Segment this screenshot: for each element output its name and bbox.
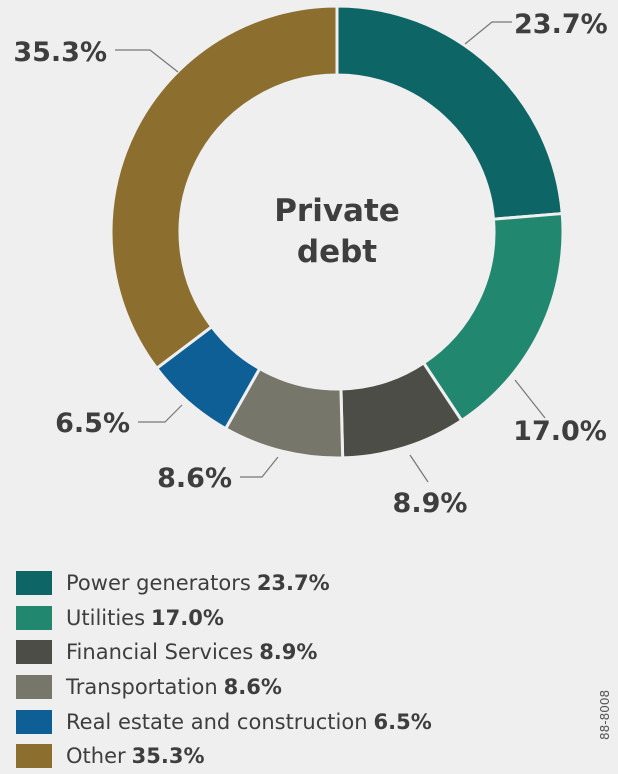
slice-value-label: 35.3% bbox=[13, 37, 107, 68]
slice-value-label: 6.5% bbox=[55, 408, 130, 439]
slice-value-label: 17.0% bbox=[513, 416, 607, 447]
legend-value: 35.3% bbox=[131, 744, 205, 769]
document-code: 88-8008 bbox=[598, 689, 612, 740]
legend-item: Financial Services 8.9% bbox=[16, 635, 432, 670]
legend-swatch bbox=[16, 744, 52, 769]
chart-legend: Power generators 23.7% Utilities 17.0% Finan… bbox=[16, 566, 432, 774]
legend-swatch bbox=[16, 571, 52, 596]
legend-swatch bbox=[16, 605, 52, 630]
slice-other bbox=[109, 4, 339, 371]
slice-labels: 23.7% 17.0% 8.9% 8.6% 6.5% 35.3% bbox=[13, 9, 607, 519]
leader-line bbox=[115, 49, 179, 73]
legend-value: 23.7% bbox=[256, 571, 330, 596]
legend-label: Real estate and construction bbox=[66, 709, 368, 734]
legend-item: Other 35.3% bbox=[16, 739, 432, 774]
leader-line bbox=[464, 21, 512, 45]
legend-item: Power generators 23.7% bbox=[16, 566, 432, 601]
center-title-line1: Private bbox=[274, 193, 400, 229]
center-title-line2: debt bbox=[297, 234, 377, 270]
legend-label: Financial Services bbox=[66, 640, 254, 665]
donut-slices bbox=[109, 4, 565, 460]
legend-label: Power generators bbox=[66, 571, 251, 596]
legend-item: Real estate and construction 6.5% bbox=[16, 704, 432, 739]
leader-line bbox=[514, 379, 546, 419]
legend-swatch bbox=[16, 709, 52, 734]
leader-lines bbox=[115, 21, 546, 483]
legend-value: 6.5% bbox=[373, 709, 432, 734]
legend-label: Other bbox=[66, 744, 126, 769]
leader-line bbox=[409, 454, 429, 483]
legend-label: Utilities bbox=[66, 605, 146, 630]
slice-utilities bbox=[421, 211, 565, 423]
legend-value: 8.9% bbox=[259, 640, 318, 665]
slice-value-label: 23.7% bbox=[514, 9, 608, 40]
slice-value-label: 8.6% bbox=[157, 463, 232, 494]
leader-line bbox=[240, 456, 279, 478]
legend-swatch bbox=[16, 640, 52, 665]
legend-value: 17.0% bbox=[151, 605, 224, 630]
legend-label: Transportation bbox=[66, 675, 218, 700]
legend-item: Utilities 17.0% bbox=[16, 601, 432, 636]
donut-chart: 23.7% 17.0% 8.9% 8.6% 6.5% 35.3% Private debt bbox=[13, 4, 608, 519]
slice-value-label: 8.9% bbox=[393, 488, 468, 519]
legend-value: 8.6% bbox=[223, 675, 282, 700]
legend-swatch bbox=[16, 675, 52, 700]
leader-line bbox=[138, 404, 183, 423]
legend-item: Transportation 8.6% bbox=[16, 670, 432, 705]
